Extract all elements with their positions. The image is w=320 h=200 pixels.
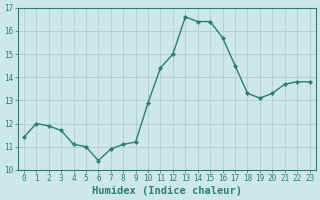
X-axis label: Humidex (Indice chaleur): Humidex (Indice chaleur) bbox=[92, 186, 242, 196]
